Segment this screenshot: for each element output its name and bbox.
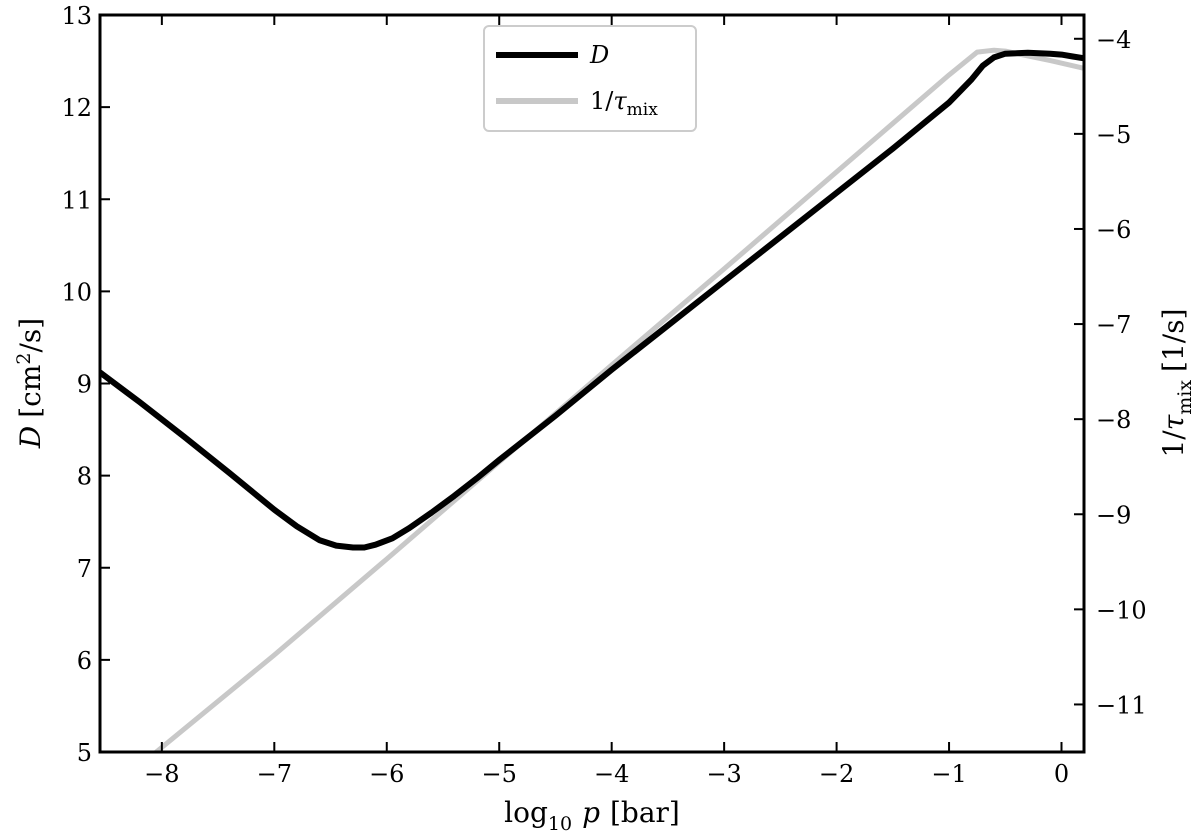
y-right-tick-label: −4 [1096, 26, 1131, 54]
legend-label-tau: 1/τmix [590, 87, 658, 120]
x-tick-label: −4 [594, 760, 629, 788]
y-axis-left-title: D[cm2/s] [13, 318, 47, 449]
y-left-tick-label: 8 [77, 463, 92, 491]
x-tick-label: −3 [706, 760, 741, 788]
y-left-tick-label: 5 [77, 739, 92, 767]
legend-label-d: D [589, 41, 609, 69]
x-axis-title: log10 p [bar] [504, 796, 680, 835]
y-left-tick-label: 9 [77, 371, 92, 399]
y-right-tick-label: −9 [1096, 501, 1131, 529]
y-axis-right-title: 1/τmix[1/s] [1157, 308, 1196, 457]
x-tick-label: −7 [257, 760, 292, 788]
y-right-tick-label: −6 [1096, 216, 1131, 244]
y-left-tick-label: 13 [61, 2, 92, 30]
plot-frame [98, 13, 1086, 754]
y-right-tick-label: −7 [1096, 311, 1131, 339]
y-left-tick-label: 10 [61, 278, 92, 306]
y-left-tick-label: 11 [61, 186, 92, 214]
x-tick-label: −1 [931, 760, 966, 788]
x-tick-label: −8 [144, 760, 179, 788]
y-right-tick-label: −11 [1096, 691, 1147, 719]
y-left-tick-label: 7 [77, 555, 92, 583]
y-left-tick-label: 6 [77, 647, 92, 675]
tick-layer: −8 −7 −6 −5 −4 −3 −2 −1 05678910111213−11−10−9−8… [61, 2, 1146, 788]
legend: D 1/τmix [483, 25, 697, 132]
series-line-d [100, 49, 1084, 551]
y-right-tick-label: −5 [1096, 121, 1131, 149]
y-right-tick-label: −10 [1096, 596, 1147, 624]
x-tick-label: 0 [1054, 760, 1069, 788]
series-layer [100, 47, 1084, 752]
y-left-tick-label: 12 [61, 94, 92, 122]
x-tick-label: −6 [369, 760, 404, 788]
x-tick-label: −2 [819, 760, 854, 788]
x-tick-label: −5 [482, 760, 517, 788]
y-right-tick-label: −8 [1096, 406, 1131, 434]
